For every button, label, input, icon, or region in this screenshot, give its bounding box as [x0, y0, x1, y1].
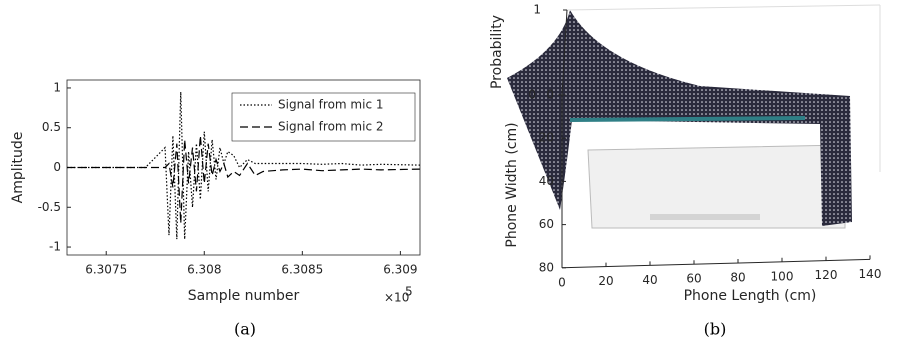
x-tick-label: 40	[642, 273, 657, 287]
phone-bar	[650, 214, 760, 220]
x-tick-label: 6.3075	[85, 263, 127, 277]
x-tick-label: 0	[558, 275, 566, 289]
y-tick-label: 0.5	[42, 120, 61, 134]
y-tick-label: 80	[539, 260, 554, 274]
z-tick-label: 1	[533, 3, 541, 17]
legend-label: Signal from mic 2	[278, 120, 384, 134]
caption: (b)	[704, 320, 727, 339]
surface-plot	[507, 5, 880, 228]
x-axis-label: Sample number	[188, 288, 300, 304]
x-multiplier-exponent: 5	[405, 285, 413, 299]
y-tick-label: 1	[53, 80, 61, 94]
y-tick-label: 60	[539, 217, 554, 231]
y-tick-label: 0	[53, 160, 61, 174]
y-tick-label: 20	[539, 131, 554, 145]
x-tick-label: 6.308	[187, 263, 221, 277]
x-tick-label: 20	[598, 274, 613, 288]
x-tick-label: 6.309	[383, 263, 417, 277]
x-tick-label: 60	[686, 272, 701, 286]
box-edge	[567, 5, 880, 10]
x-axis	[562, 259, 870, 267]
x-tick-label: 100	[771, 269, 794, 283]
y-axis-label: Amplitude	[10, 132, 26, 204]
y-tick-label: -0.5	[38, 200, 61, 214]
legend-label: Signal from mic 1	[278, 98, 384, 112]
x-tick-label: 80	[730, 271, 745, 285]
y-axis-label: Phone Width (cm)	[504, 122, 520, 247]
x-tick-label: 6.3085	[281, 263, 323, 277]
y-tick-label: 40	[539, 174, 554, 188]
figure: (a) (b) 6.3075 6.308 6.3085 6.309 -1 -0.5 0 0.5…	[0, 0, 904, 351]
z-axis-label: Probability	[489, 15, 505, 89]
surface-ridge	[570, 118, 805, 120]
x-axis-label: Phone Length (cm)	[684, 288, 817, 304]
x-tick-label: 140	[859, 267, 882, 281]
y-tick-label: -1	[49, 240, 61, 254]
z-tick-label: 0	[528, 88, 536, 102]
x-tick-label: 120	[815, 268, 838, 282]
caption: (a)	[234, 320, 256, 339]
y-tick-label: 0	[546, 88, 554, 102]
